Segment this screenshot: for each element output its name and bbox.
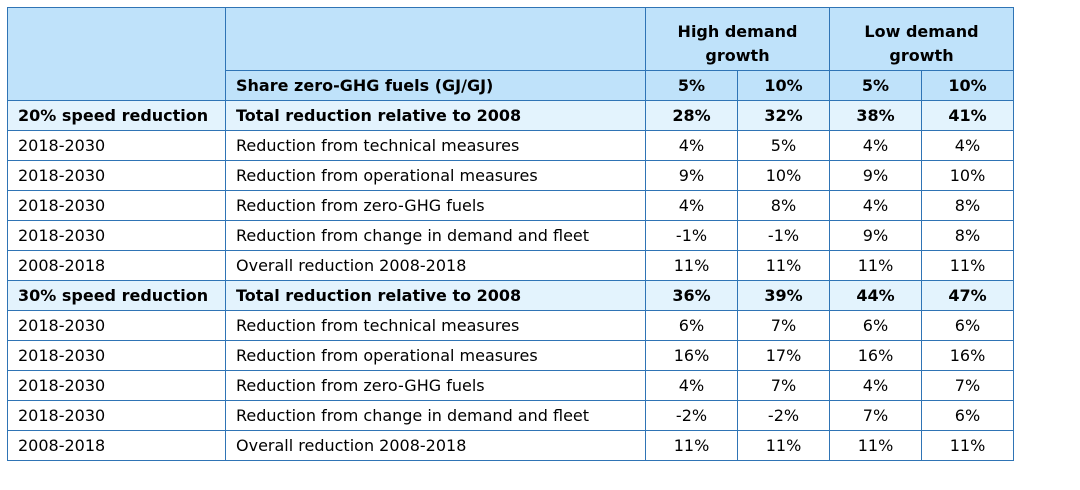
value-cell: 16% xyxy=(645,340,738,371)
value-cell: 8% xyxy=(737,190,830,221)
total-row: 30% speed reduction Total reduction relat… xyxy=(7,280,1014,311)
table-row: 2018-2030 Reduction from technical measur… xyxy=(7,310,1014,341)
value-cell: 7% xyxy=(829,400,922,431)
total-value-cell: 32% xyxy=(737,100,830,131)
measure-label-cell: Reduction from zero-GHG fuels xyxy=(225,190,646,221)
total-value-cell: 41% xyxy=(921,100,1014,131)
header-row-groups: High demand growth Low demand growth xyxy=(7,7,1014,101)
header-share-value: 10% xyxy=(737,70,830,101)
measure-label-cell: Reduction from zero-GHG fuels xyxy=(225,370,646,401)
value-cell: 9% xyxy=(829,160,922,191)
period-cell: 2018-2030 xyxy=(7,220,226,251)
total-value-cell: 28% xyxy=(645,100,738,131)
header-blank-cell xyxy=(225,7,646,71)
total-value-cell: 47% xyxy=(921,280,1014,311)
measure-label-cell: Overall reduction 2008-2018 xyxy=(225,250,646,281)
header-share-value: 5% xyxy=(829,70,922,101)
value-cell: 7% xyxy=(921,370,1014,401)
period-cell: 2018-2030 xyxy=(7,370,226,401)
value-cell: 4% xyxy=(829,190,922,221)
measure-label-cell: Reduction from change in demand and flee… xyxy=(225,220,646,251)
measure-label-cell: Reduction from technical measures xyxy=(225,310,646,341)
total-label: Total reduction relative to 2008 xyxy=(225,280,646,311)
table-container: High demand growth Low demand growth Sha… xyxy=(7,7,1014,461)
measure-label-cell: Reduction from operational measures xyxy=(225,160,646,191)
header-group-high-demand: High demand growth xyxy=(645,7,830,71)
table-row: 2018-2030 Reduction from zero-GHG fuels 4%… xyxy=(7,190,1014,221)
scenario-label: 20% speed reduction xyxy=(7,100,226,131)
value-cell: 11% xyxy=(829,430,922,461)
value-cell: 6% xyxy=(921,400,1014,431)
value-cell: 10% xyxy=(921,160,1014,191)
value-cell: -1% xyxy=(737,220,830,251)
table-row: 2008-2018 Overall reduction 2008-2018 11% 1… xyxy=(7,430,1014,461)
value-cell: 11% xyxy=(829,250,922,281)
header-share-value: 5% xyxy=(645,70,738,101)
period-cell: 2018-2030 xyxy=(7,160,226,191)
table-row: 2008-2018 Overall reduction 2008-2018 11% 1… xyxy=(7,250,1014,281)
total-value-cell: 39% xyxy=(737,280,830,311)
value-cell: 17% xyxy=(737,340,830,371)
period-cell: 2008-2018 xyxy=(7,430,226,461)
table-row: 2018-2030 Reduction from technical measur… xyxy=(7,130,1014,161)
value-cell: -2% xyxy=(645,400,738,431)
value-cell: 6% xyxy=(645,310,738,341)
measure-label-cell: Overall reduction 2008-2018 xyxy=(225,430,646,461)
value-cell: 9% xyxy=(645,160,738,191)
total-value-cell: 44% xyxy=(829,280,922,311)
table-row: 2018-2030 Reduction from operational meas… xyxy=(7,160,1014,191)
total-value-cell: 38% xyxy=(829,100,922,131)
header-share-value: 10% xyxy=(921,70,1014,101)
measure-label-cell: Reduction from operational measures xyxy=(225,340,646,371)
value-cell: 8% xyxy=(921,220,1014,251)
total-label: Total reduction relative to 2008 xyxy=(225,100,646,131)
value-cell: 11% xyxy=(737,250,830,281)
total-row: 20% speed reduction Total reduction relat… xyxy=(7,100,1014,131)
period-cell: 2018-2030 xyxy=(7,400,226,431)
scenario-label: 30% speed reduction xyxy=(7,280,226,311)
value-cell: 11% xyxy=(645,430,738,461)
header-share-label: Share zero-GHG fuels (GJ/GJ) xyxy=(225,70,646,101)
period-cell: 2018-2030 xyxy=(7,310,226,341)
period-cell: 2018-2030 xyxy=(7,190,226,221)
value-cell: 4% xyxy=(645,370,738,401)
value-cell: 7% xyxy=(737,310,830,341)
value-cell: 4% xyxy=(645,190,738,221)
value-cell: 11% xyxy=(921,250,1014,281)
table-row: 2018-2030 Reduction from change in demand… xyxy=(7,400,1014,431)
period-cell: 2008-2018 xyxy=(7,250,226,281)
value-cell: 16% xyxy=(921,340,1014,371)
measure-label-cell: Reduction from change in demand and flee… xyxy=(225,400,646,431)
value-cell: 4% xyxy=(645,130,738,161)
total-value-cell: 36% xyxy=(645,280,738,311)
value-cell: 4% xyxy=(921,130,1014,161)
table-row: 2018-2030 Reduction from change in demand… xyxy=(7,220,1014,251)
value-cell: 16% xyxy=(829,340,922,371)
value-cell: -2% xyxy=(737,400,830,431)
value-cell: 9% xyxy=(829,220,922,251)
value-cell: 11% xyxy=(645,250,738,281)
table-row: 2018-2030 Reduction from operational meas… xyxy=(7,340,1014,371)
value-cell: 8% xyxy=(921,190,1014,221)
header-group-low-demand: Low demand growth xyxy=(829,7,1014,71)
value-cell: 5% xyxy=(737,130,830,161)
value-cell: 10% xyxy=(737,160,830,191)
value-cell: -1% xyxy=(645,220,738,251)
value-cell: 11% xyxy=(921,430,1014,461)
table-row: 2018-2030 Reduction from zero-GHG fuels 4%… xyxy=(7,370,1014,401)
value-cell: 7% xyxy=(737,370,830,401)
value-cell: 6% xyxy=(829,310,922,341)
reduction-table: High demand growth Low demand growth Sha… xyxy=(7,7,1014,461)
header-corner-cell xyxy=(7,7,226,101)
value-cell: 6% xyxy=(921,310,1014,341)
period-cell: 2018-2030 xyxy=(7,340,226,371)
header-row-share: Share zero-GHG fuels (GJ/GJ) 5% 10% 5% 1… xyxy=(8,70,1014,101)
period-cell: 2018-2030 xyxy=(7,130,226,161)
value-cell: 4% xyxy=(829,130,922,161)
measure-label-cell: Reduction from technical measures xyxy=(225,130,646,161)
value-cell: 4% xyxy=(829,370,922,401)
value-cell: 11% xyxy=(737,430,830,461)
